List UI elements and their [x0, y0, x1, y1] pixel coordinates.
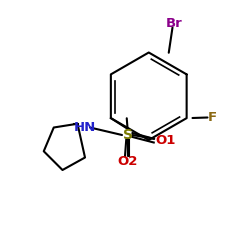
Text: Br: Br: [166, 17, 182, 30]
Text: S: S: [122, 128, 132, 142]
Text: F: F: [208, 111, 216, 124]
Text: O1: O1: [155, 134, 176, 146]
Text: O2: O2: [117, 155, 138, 168]
Text: HN: HN: [74, 121, 96, 134]
